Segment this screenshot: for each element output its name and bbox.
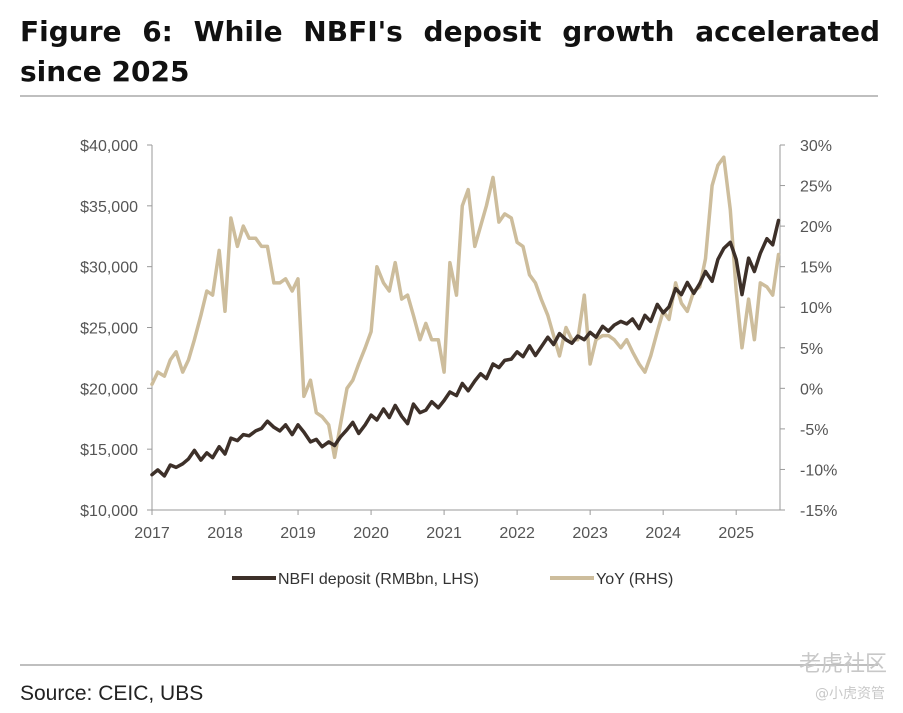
legend-item-deposit-label: NBFI deposit (RMBbn, LHS): [278, 571, 479, 588]
left-tick-label: $10,000: [80, 503, 138, 520]
x-tick-label: 2024: [645, 525, 681, 542]
series-layer: [150, 155, 781, 478]
top-divider: [20, 95, 878, 97]
left-tick-label: $40,000: [80, 138, 138, 155]
series-line-deposit: [150, 218, 781, 478]
series-line-yoy: [150, 155, 781, 460]
right-axis-ticks: -15% -10% -5% 0% 5% 10% 15% 20% 25% 30%: [780, 138, 837, 520]
x-tick-label: 2020: [353, 525, 389, 542]
right-tick-label: 5%: [800, 341, 823, 358]
right-tick-label: 30%: [800, 138, 832, 155]
legend: NBFI deposit (RMBbn, LHS) YoY (RHS): [232, 571, 673, 588]
x-tick-label: 2017: [134, 525, 170, 542]
x-tick-label: 2018: [207, 525, 243, 542]
x-tick-label: 2022: [499, 525, 535, 542]
left-axis-ticks: $10,000 $15,000 $20,000 $25,000 $30,000 $35,0…: [80, 138, 152, 520]
legend-item-yoy-label: YoY (RHS): [596, 571, 673, 588]
watermark-main: 老虎社区: [798, 652, 887, 677]
left-tick-label: $30,000: [80, 260, 138, 277]
watermark-sub: @小虎资管: [815, 686, 885, 702]
right-tick-label: 15%: [800, 260, 832, 277]
right-tick-label: -10%: [800, 462, 837, 479]
right-tick-label: -15%: [800, 503, 837, 520]
right-tick-label: 0%: [800, 381, 823, 398]
page-title: Figure 6: While NBFI's deposit growth ac…: [20, 15, 880, 88]
left-tick-label: $35,000: [80, 199, 138, 216]
bottom-divider: [20, 664, 878, 666]
source-note: Source: CEIC, UBS: [20, 682, 204, 705]
x-tick-label: 2023: [572, 525, 608, 542]
chart-svg: $10,000 $15,000 $20,000 $25,000 $30,000 $35,0…: [80, 138, 837, 588]
right-tick-label: -5%: [800, 422, 828, 439]
right-tick-label: 10%: [800, 300, 832, 317]
x-tick-label: 2021: [426, 525, 462, 542]
x-axis-ticks: 2017 2018 2019 2020 2021 2022 2023 2024 2025: [134, 510, 754, 542]
left-tick-label: $15,000: [80, 442, 138, 459]
left-tick-label: $20,000: [80, 381, 138, 398]
x-tick-label: 2025: [718, 525, 754, 542]
right-tick-label: 25%: [800, 179, 832, 196]
left-tick-label: $25,000: [80, 321, 138, 338]
right-tick-label: 20%: [800, 219, 832, 236]
x-tick-label: 2019: [280, 525, 316, 542]
